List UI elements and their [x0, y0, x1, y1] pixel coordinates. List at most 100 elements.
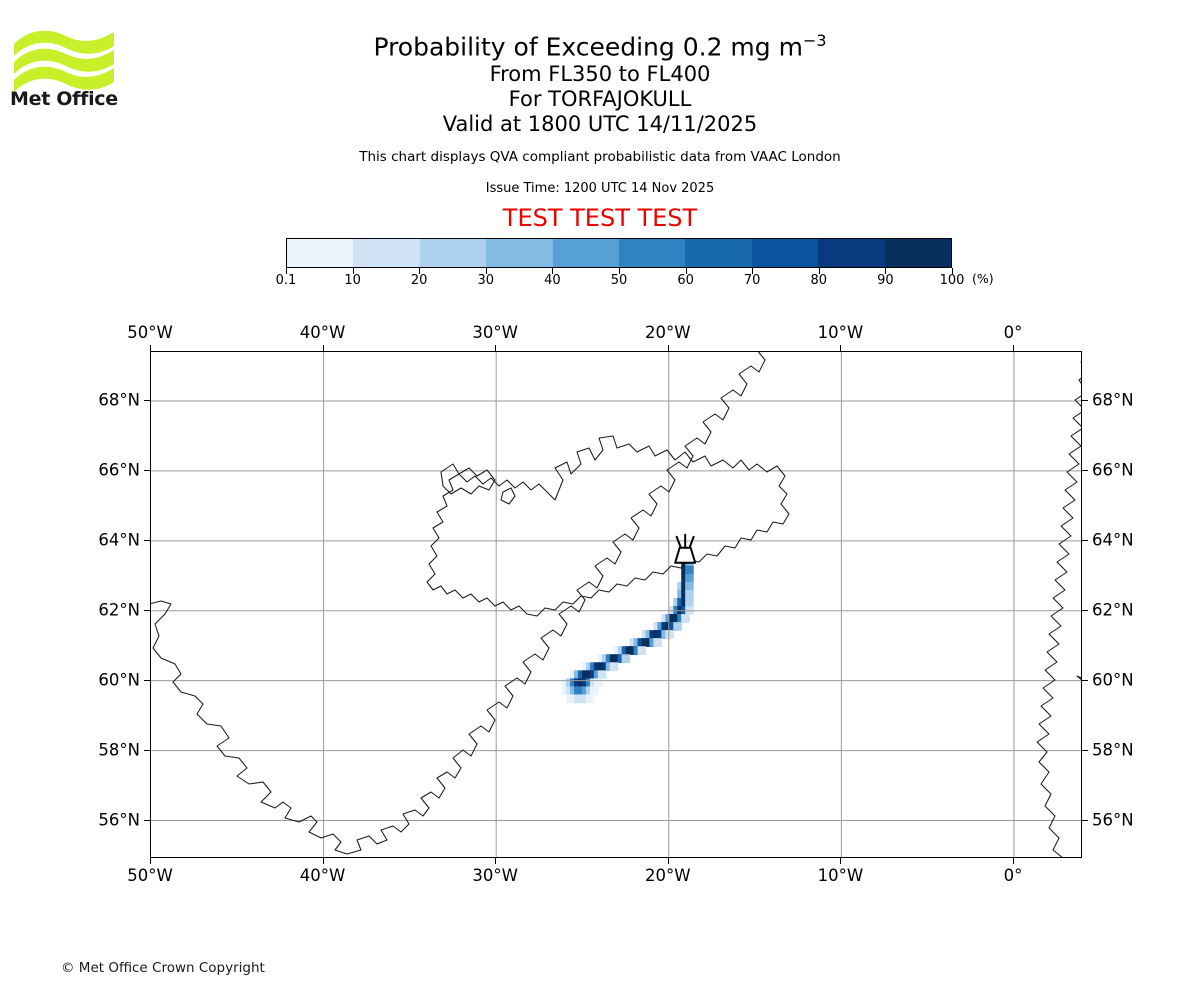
- colorbar-tick-label-4: 40: [544, 273, 561, 288]
- lat-tick-left-6: [144, 399, 150, 401]
- plume-cell: [609, 662, 619, 671]
- colorbar-band-5: [619, 239, 686, 267]
- coastline-greenland: [151, 352, 766, 855]
- title-volcano: For TORFAJOKULL: [508, 87, 692, 112]
- colorbar-tick-6: [685, 268, 687, 274]
- volcano-marker: [674, 533, 697, 564]
- colorbar-tick-label-7: 70: [743, 273, 761, 288]
- colorbar-tick-2: [419, 268, 421, 274]
- colorbar-band-9: [884, 239, 952, 267]
- plume-cell: [685, 565, 694, 575]
- lat-tick-left-2: [144, 679, 150, 681]
- colorbar-tick-4: [552, 268, 554, 274]
- volcano-marker-layer: [674, 533, 697, 564]
- lon-label-bottom-5: 0°: [1003, 866, 1023, 885]
- plume-cell: [681, 614, 690, 623]
- lat-label-right-3: 62°N: [1092, 600, 1134, 620]
- lon-tick-bottom-5: [1012, 858, 1014, 864]
- colorbar-band-3: [486, 239, 553, 267]
- colorbar-tick-3: [485, 268, 487, 274]
- plume-cell: [665, 630, 674, 639]
- title-flight-levels: From FL350 to FL400: [489, 62, 711, 87]
- colorbar-swatches: [286, 238, 952, 268]
- page-title-superscript: −3: [802, 31, 827, 50]
- colorbar-tick-label-0: 0.1: [275, 273, 297, 288]
- volcano-eruption-ray-2: [688, 535, 695, 549]
- coastline-greenland-island: [500, 487, 516, 505]
- colorbar-tick-7: [752, 268, 754, 274]
- colorbar-band-7: [751, 239, 819, 267]
- plume-cell: [685, 597, 694, 607]
- colorbar-band-6: [685, 239, 752, 267]
- colorbar-band-4: [552, 239, 620, 267]
- lon-tick-bottom-1: [322, 858, 324, 864]
- lon-label-top-1: 40°W: [299, 323, 346, 342]
- colorbar-tick-0: [286, 268, 287, 274]
- lat-tick-right-4: [1082, 539, 1088, 541]
- lon-tick-top-1: [322, 345, 324, 351]
- lon-tick-top-4: [840, 345, 842, 351]
- colorbar-tick-label-5: 50: [610, 273, 628, 288]
- lon-tick-top-3: [667, 345, 669, 351]
- met-office-logo: [10, 22, 120, 114]
- lat-label-right-0: 56°N: [1092, 810, 1134, 830]
- lon-label-bottom-1: 40°W: [299, 866, 346, 885]
- lat-tick-right-5: [1082, 469, 1088, 471]
- lat-label-left-2: 60°N: [98, 670, 140, 690]
- colorbar-tick-label-9: 90: [877, 273, 894, 288]
- colorbar-unit-label: (%): [972, 271, 994, 286]
- plume-cell: [685, 573, 694, 583]
- plume-cell: [685, 589, 694, 599]
- lat-label-right-5: 66°N: [1092, 460, 1134, 480]
- colorbar-tick-1: [352, 268, 354, 274]
- lon-tick-bottom-0: [150, 858, 151, 864]
- lat-label-left-0: 56°N: [98, 810, 140, 830]
- colorbar-ticks: 0.1 10 20 30 40 50 60 70 80 90 100: [276, 268, 964, 288]
- colorbar-tick-label-3: 30: [477, 273, 495, 288]
- page-title: Probability of Exceeding 0.2 mg m−3: [0, 26, 1200, 62]
- lon-label-bottom-0: 50°W: [127, 866, 173, 885]
- lon-label-top-5: 0°: [1003, 323, 1023, 342]
- lat-tick-left-1: [144, 749, 150, 751]
- plume-cell: [673, 622, 682, 631]
- lat-label-left-1: 58°N: [98, 740, 140, 760]
- lon-label-top-2: 30°W: [472, 323, 518, 342]
- lon-tick-top-2: [495, 345, 497, 351]
- colorbar-tick-label-8: 80: [810, 273, 828, 288]
- colorbar-tick-label-2: 20: [410, 273, 428, 288]
- lat-tick-left-3: [144, 609, 150, 611]
- page-title-text: Probability of Exceeding 0.2 mg m: [373, 32, 803, 62]
- issue-time: Issue Time: 1200 UTC 14 Nov 2025: [485, 181, 715, 197]
- colorbar-band-1: [353, 239, 420, 267]
- colorbar-tick-label-1: 10: [344, 273, 361, 288]
- lon-tick-top-0: [150, 345, 151, 351]
- lon-tick-bottom-2: [495, 858, 497, 864]
- title-valid-time: Valid at 1800 UTC 14/11/2025: [442, 112, 758, 137]
- lat-label-left-3: 62°N: [98, 600, 140, 620]
- colorbar-band-2: [419, 239, 487, 267]
- lat-tick-left-5: [144, 469, 150, 471]
- coastline-greenland-fjords: [440, 463, 496, 495]
- lat-label-left-5: 66°N: [98, 460, 140, 480]
- lat-tick-left-0: [144, 819, 150, 821]
- colorbar-tick-label-6: 60: [677, 273, 694, 288]
- plume-cell: [653, 638, 662, 647]
- copyright-notice: © Met Office Crown Copyright: [61, 960, 265, 976]
- colorbar-tick-10: [952, 268, 953, 274]
- lat-tick-right-1: [1082, 749, 1088, 751]
- lat-label-right-4: 64°N: [1092, 530, 1134, 550]
- probability-colorbar: [286, 238, 952, 268]
- lat-tick-left-4: [144, 539, 150, 541]
- coastline-iceland: [426, 435, 790, 617]
- lat-tick-right-6: [1082, 399, 1088, 401]
- lat-label-left-4: 64°N: [98, 530, 140, 550]
- lon-label-bottom-4: 10°W: [817, 866, 864, 885]
- ash-concentration-map[interactable]: [150, 351, 1082, 858]
- plume-cell: [597, 670, 607, 680]
- met-office-wordmark: Met Office: [10, 88, 118, 110]
- lat-label-right-1: 58°N: [1092, 740, 1134, 760]
- title-block: Probability of Exceeding 0.2 mg m−3 From…: [0, 0, 1200, 232]
- map-gridlines: [151, 352, 1081, 857]
- lon-label-bottom-3: 20°W: [644, 866, 691, 885]
- test-banner: TEST TEST TEST: [502, 204, 698, 233]
